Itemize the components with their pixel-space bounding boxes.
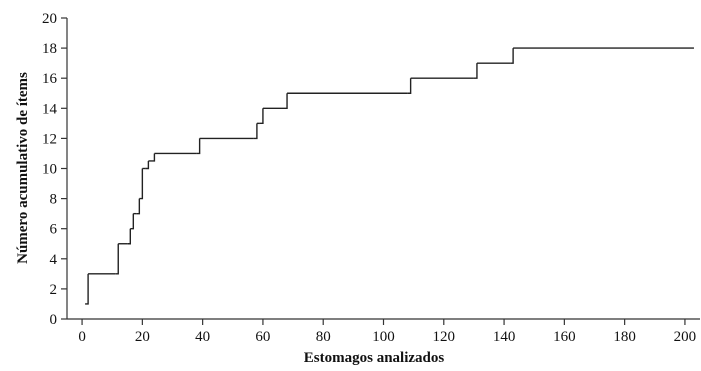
series-layer bbox=[85, 47, 694, 305]
y-tick-label: 12 bbox=[42, 131, 57, 147]
x-tick-label: 60 bbox=[255, 329, 270, 345]
y-tick-label: 4 bbox=[50, 252, 58, 268]
series-step-line bbox=[85, 47, 694, 305]
x-tick-label: 180 bbox=[613, 329, 636, 345]
x-tick-label: 80 bbox=[316, 329, 331, 345]
x-tick-label: 0 bbox=[78, 329, 86, 345]
step-segment bbox=[115, 243, 119, 275]
y-tick-label: 10 bbox=[42, 162, 57, 178]
step-segment bbox=[130, 213, 135, 230]
x-tick-label: 200 bbox=[674, 329, 697, 345]
y-tick-label: 18 bbox=[42, 41, 57, 57]
step-segment bbox=[85, 273, 89, 305]
step-segment bbox=[407, 78, 412, 94]
x-tick-label: 140 bbox=[493, 329, 516, 345]
step-segment bbox=[259, 108, 264, 125]
x-tick-label: 40 bbox=[195, 329, 210, 345]
y-tick-label: 6 bbox=[50, 222, 58, 238]
x-tick-label: 100 bbox=[372, 329, 395, 345]
x-tick-label: 120 bbox=[433, 329, 456, 345]
step-segment bbox=[145, 160, 150, 170]
axes bbox=[66, 18, 700, 320]
y-tick-label: 8 bbox=[50, 192, 58, 208]
y-tick-label: 16 bbox=[42, 71, 58, 87]
x-tick-label: 20 bbox=[135, 329, 150, 345]
y-axis-title: Número acumulativo de ítems bbox=[15, 72, 31, 264]
y-tick-label: 2 bbox=[50, 282, 58, 298]
step-segment bbox=[281, 93, 288, 109]
y-tick-label: 20 bbox=[42, 11, 57, 27]
step-segment bbox=[127, 228, 131, 245]
x-axis-title: Estomagos analizados bbox=[304, 350, 445, 366]
step-segment bbox=[136, 198, 141, 215]
y-tick-label: 0 bbox=[50, 312, 58, 328]
x-tick-label: 160 bbox=[553, 329, 576, 345]
step-segment bbox=[196, 138, 201, 155]
step-segment bbox=[253, 123, 258, 140]
step-segment bbox=[473, 63, 478, 79]
step-segment bbox=[148, 153, 156, 162]
tick-marks bbox=[61, 17, 686, 325]
step-segment bbox=[510, 48, 514, 64]
step-segment bbox=[139, 168, 144, 200]
y-tick-label: 14 bbox=[42, 101, 58, 117]
